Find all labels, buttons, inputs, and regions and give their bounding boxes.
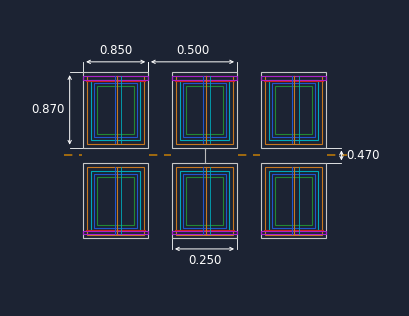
- Bar: [94, 83, 138, 137]
- Bar: [261, 76, 326, 80]
- Bar: [269, 80, 318, 140]
- Text: 0.870: 0.870: [31, 103, 65, 116]
- Bar: [183, 174, 226, 228]
- Bar: [83, 231, 148, 234]
- Bar: [183, 83, 226, 137]
- Bar: [87, 76, 144, 144]
- Bar: [97, 86, 135, 134]
- Bar: [261, 163, 326, 239]
- Bar: [186, 86, 223, 134]
- Bar: [271, 83, 315, 137]
- Bar: [186, 177, 223, 225]
- Bar: [94, 174, 137, 228]
- Bar: [182, 83, 227, 137]
- Bar: [83, 76, 148, 80]
- Bar: [97, 177, 135, 225]
- Bar: [272, 174, 315, 228]
- Bar: [176, 167, 233, 235]
- Text: 0.850: 0.850: [99, 44, 132, 57]
- Bar: [176, 76, 233, 144]
- Bar: [261, 72, 326, 148]
- Bar: [83, 72, 148, 148]
- Text: 0.250: 0.250: [188, 254, 221, 267]
- Bar: [274, 86, 312, 134]
- Bar: [180, 80, 229, 140]
- Bar: [172, 72, 237, 148]
- Bar: [83, 163, 148, 239]
- Bar: [274, 177, 312, 225]
- Bar: [83, 72, 148, 148]
- Bar: [272, 83, 315, 137]
- Text: 0.470: 0.470: [347, 149, 380, 162]
- Bar: [172, 76, 237, 80]
- Bar: [172, 163, 237, 239]
- Bar: [91, 80, 140, 140]
- Bar: [172, 72, 237, 148]
- Bar: [269, 171, 318, 231]
- Bar: [265, 167, 322, 235]
- Text: 0.500: 0.500: [176, 44, 209, 57]
- Bar: [261, 72, 326, 148]
- Bar: [271, 174, 315, 228]
- Bar: [172, 163, 237, 239]
- Bar: [261, 163, 326, 239]
- Bar: [94, 174, 138, 228]
- Bar: [87, 167, 144, 235]
- Bar: [91, 171, 140, 231]
- Bar: [180, 171, 229, 231]
- Bar: [94, 83, 137, 137]
- Bar: [172, 231, 237, 234]
- Bar: [265, 76, 322, 144]
- Bar: [83, 163, 148, 239]
- Bar: [182, 174, 227, 228]
- Bar: [261, 231, 326, 234]
